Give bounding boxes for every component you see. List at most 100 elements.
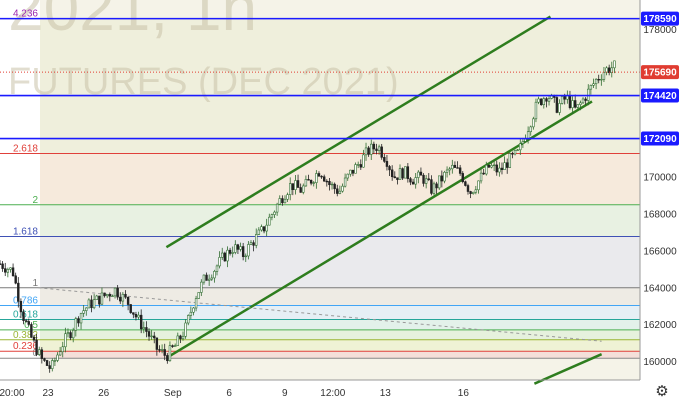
candle-body: [490, 165, 493, 168]
channel-line-third: [533, 353, 603, 385]
candle-body: [584, 98, 587, 101]
candle-body: [600, 78, 603, 81]
last-price-label: 175690: [643, 68, 677, 79]
candle-body: [461, 173, 464, 183]
candle-body: [77, 318, 80, 324]
candle-body: [472, 191, 475, 194]
fib-label: 0.236: [13, 341, 38, 352]
candle-body: [448, 168, 451, 171]
candle-body: [179, 335, 182, 340]
candle-body: [192, 307, 195, 313]
price-badge-label: 172090: [643, 134, 677, 145]
candle-body: [221, 252, 224, 258]
candle-body: [456, 167, 459, 169]
candle-body: [291, 183, 295, 190]
fib-band: [40, 18, 640, 154]
price-axis: [640, 0, 680, 403]
candle-body: [66, 332, 70, 335]
candle-body: [289, 183, 292, 195]
fib-band: [40, 329, 640, 340]
fib-label: 1.618: [13, 226, 38, 237]
candle-body: [241, 246, 245, 257]
candle-body: [58, 351, 62, 356]
candle-body: [197, 292, 200, 299]
candle-body: [532, 118, 535, 128]
candle-body: [92, 299, 96, 309]
candle-body: [111, 295, 114, 298]
candle-body: [244, 255, 247, 258]
candle-body: [508, 153, 512, 168]
candle-body: [492, 164, 496, 167]
candle-body: [545, 98, 548, 102]
price-tick-label: 170000: [643, 173, 677, 184]
candle-body: [265, 224, 268, 232]
candle-body: [9, 267, 12, 270]
candle-body: [451, 164, 454, 170]
time-tick-label: 26: [98, 388, 110, 399]
fib-band: [40, 204, 640, 237]
candle-body: [333, 183, 336, 190]
fib-band: [40, 287, 640, 306]
candle-body: [166, 355, 169, 362]
price-tick-label: 168000: [643, 209, 677, 220]
fib-label: 0.382: [13, 330, 38, 341]
candle-body: [247, 244, 250, 257]
candle-body: [17, 282, 20, 302]
candle-body: [252, 242, 255, 246]
candle-body: [396, 177, 399, 180]
candle-body: [168, 345, 172, 362]
gear-icon[interactable]: ⚙: [655, 382, 669, 400]
fib-label: 2: [32, 195, 38, 206]
time-tick-label: 9: [282, 388, 288, 399]
candle-body: [375, 148, 378, 151]
candle-body: [294, 180, 297, 190]
candle-body: [563, 96, 566, 100]
candle-body: [511, 153, 514, 155]
time-tick-label: Sep: [164, 388, 182, 399]
candle-body: [200, 281, 203, 293]
price-tick-label: 166000: [643, 246, 677, 257]
candle-body: [427, 178, 430, 180]
time-tick-label: 16: [458, 388, 470, 399]
candle-body: [317, 173, 321, 177]
channel-line-upper: [165, 15, 552, 249]
candle-body: [137, 314, 140, 318]
candle-body: [516, 149, 519, 151]
candle-body: [354, 164, 357, 174]
candle-body: [147, 331, 151, 337]
candle-body: [359, 164, 362, 168]
candle-body: [458, 167, 462, 174]
candle-body: [160, 349, 164, 351]
candle-body: [356, 164, 360, 166]
candle-body: [108, 294, 112, 297]
candle-body: [223, 252, 227, 262]
candle-body: [119, 296, 122, 302]
candle-body: [383, 157, 386, 162]
candle-body: [443, 171, 446, 182]
candle-body: [61, 346, 64, 353]
candle-body: [547, 98, 551, 102]
candle-body: [560, 96, 564, 104]
candle-body: [610, 67, 613, 73]
candle-body: [24, 320, 28, 322]
candle-body: [351, 169, 355, 174]
candle-body: [385, 161, 389, 167]
candle-body: [215, 265, 219, 272]
candle-body: [56, 354, 59, 361]
candle-body: [51, 360, 54, 369]
candle-body: [171, 345, 174, 347]
trend-lines: [38, 15, 603, 385]
horizontal-levels: 178590 174420 172090 175690: [0, 11, 679, 146]
candle-body: [430, 179, 433, 194]
candle-body: [278, 198, 281, 205]
watermark-line-2: FUTURES (DEC 2021): [8, 61, 399, 103]
candle-body: [498, 167, 501, 173]
candle-body: [207, 278, 211, 281]
candle-body: [346, 173, 349, 179]
fib-label: 2.618: [13, 143, 38, 154]
candle-body: [72, 330, 75, 339]
candle-body: [14, 275, 17, 284]
candle-body: [304, 179, 308, 187]
candle-body: [257, 229, 261, 235]
